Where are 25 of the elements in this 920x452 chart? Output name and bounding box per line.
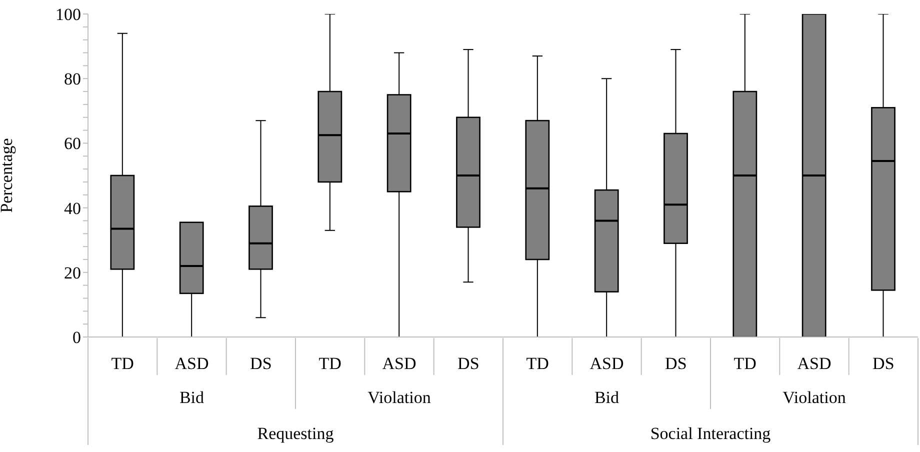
x-tick-label: DS xyxy=(250,354,272,374)
text: Bid xyxy=(179,388,205,407)
x-tick-label: TD xyxy=(734,354,756,374)
y-tick-label: 20 xyxy=(64,263,81,282)
x-tick-label: ASD xyxy=(382,354,416,374)
y-tick-label: 60 xyxy=(64,134,81,154)
y-tick-label: 40 xyxy=(64,198,81,218)
text: Requesting xyxy=(257,424,334,443)
x-tick-label: TD xyxy=(526,354,549,374)
x-tick-label: TD xyxy=(111,354,134,374)
y-tick-label: 100 xyxy=(56,5,81,24)
y-axis-title: Percentage xyxy=(0,138,16,213)
text: Violation xyxy=(782,388,846,407)
x-tick-label: DS xyxy=(458,354,480,374)
x-tick-label: DS xyxy=(665,354,687,374)
x-tick-label: DS xyxy=(872,354,894,374)
y-tick-label: 0 xyxy=(72,328,81,348)
x-tick-label: TD xyxy=(318,354,342,374)
x-tick-label: ASD xyxy=(797,354,832,374)
text: Violation xyxy=(368,388,432,407)
y-tick-label: 80 xyxy=(64,70,81,89)
x-tick-label: ASD xyxy=(590,354,624,374)
text: Bid xyxy=(594,388,620,407)
text: Social Interacting xyxy=(650,424,772,443)
x-tick-label: ASD xyxy=(174,354,209,374)
